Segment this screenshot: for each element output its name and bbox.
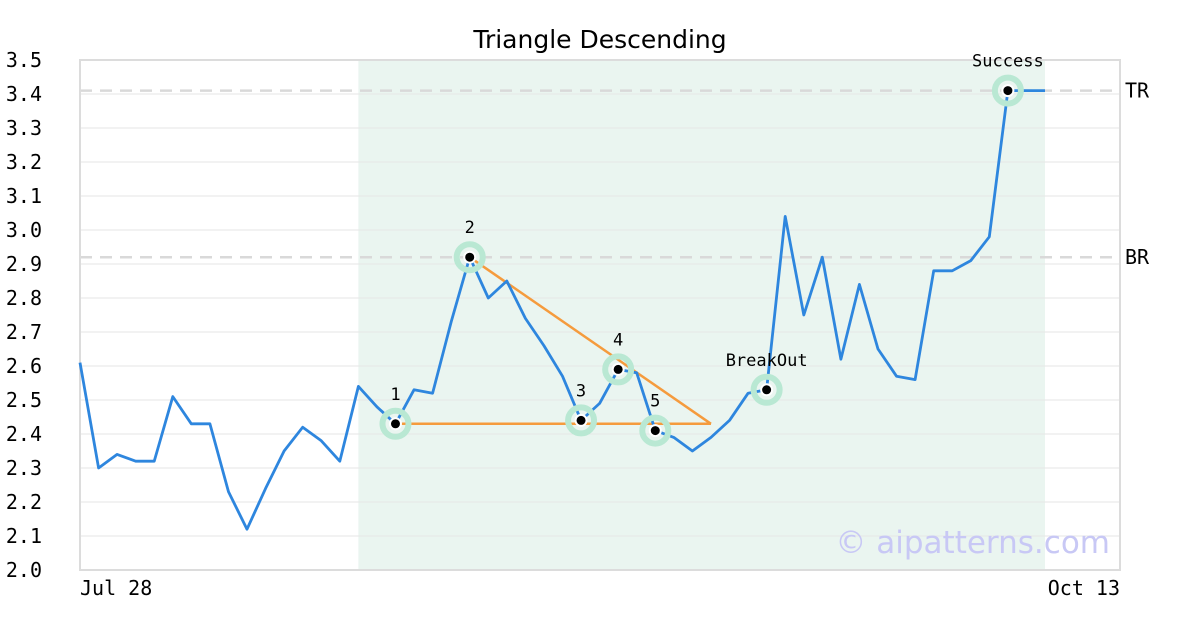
pattern-point-halo-2 [453,241,486,274]
y-tick-label: 3.0 [6,218,42,242]
reference-lines: TR BR [80,79,1150,269]
pattern-point-halo-3 [565,404,598,437]
pattern-point-label-breakout: BreakOut [726,351,808,371]
reference-label-br: BR [1125,245,1150,269]
pattern-point-breakout [760,383,774,397]
plot-frame [79,59,1121,571]
chart-title: Triangle Descending [472,25,726,54]
y-tick-label: 2.3 [6,456,42,480]
pattern-point-3 [574,413,588,427]
pattern-point-halo-breakout [750,373,783,406]
pattern-point-2 [463,250,477,264]
pattern-point-label-2: 2 [465,218,475,238]
pattern-point-halo-1 [379,407,412,440]
y-tick-label: 2.7 [6,320,42,344]
y-tick-label: 2.0 [6,558,42,582]
y-tick-label: 2.2 [6,490,42,514]
y-tick-label: 2.9 [6,252,42,276]
y-tick-label: 3.2 [6,150,42,174]
y-tick-label: 3.3 [6,116,42,140]
pattern-point-label-success: Success [972,52,1044,72]
pattern-point-4 [611,362,625,376]
pattern-point-halo-4 [602,353,635,386]
pattern-point-halo-5 [639,414,672,447]
watermark: © aipatterns.com [835,525,1110,561]
reference-label-tr: TR [1125,79,1150,103]
pattern-point-label-4: 4 [613,330,623,350]
pattern-point-label-1: 1 [390,385,400,405]
pattern-markers: 1 2 3 4 5 BreakOut Success [379,52,1044,447]
x-tick-label-end: Oct 13 [1048,576,1120,600]
y-tick-label: 2.6 [6,354,42,378]
pattern-point-halo-success [991,74,1024,107]
pattern-highlight-region [358,61,1046,569]
y-tick-label: 2.8 [6,286,42,310]
pattern-point-5 [648,424,662,438]
pattern-point-label-5: 5 [650,392,660,412]
y-tick-label: 2.4 [6,422,42,446]
x-tick-label-start: Jul 28 [80,576,152,600]
y-tick-label: 3.1 [6,184,42,208]
grid-lines [80,59,1120,571]
pattern-point-1 [388,417,402,431]
y-axis-ticks: 2.0 2.1 2.2 2.3 2.4 2.5 2.6 2.7 2.8 2.9 3.0 3.1 3.2 3… [6,48,42,582]
price-series [78,89,1045,531]
price-line [78,89,1045,531]
y-tick-label: 3.4 [6,82,42,106]
y-tick-label: 2.5 [6,388,42,412]
pattern-point-label-3: 3 [576,381,586,401]
y-tick-label: 2.1 [6,524,42,548]
pattern-point-success [1001,84,1015,98]
y-tick-label: 3.5 [6,48,42,72]
